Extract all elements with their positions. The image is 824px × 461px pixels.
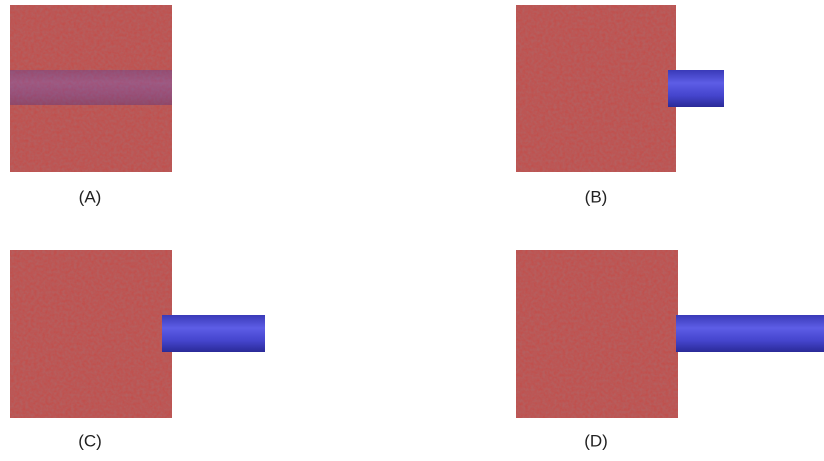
- slab: [516, 5, 676, 172]
- tube: [162, 315, 265, 352]
- slab: [516, 250, 678, 418]
- figure: (A) (B) (C) (D): [0, 0, 824, 461]
- panel-label: (B): [585, 187, 608, 206]
- tube: [676, 315, 824, 352]
- slab: [10, 250, 172, 418]
- panel-b: (B): [516, 5, 724, 206]
- panel-c: (C): [10, 250, 265, 450]
- panel-a: (A): [10, 5, 172, 206]
- panel-label: (C): [78, 431, 102, 450]
- slab-overlay: [10, 70, 172, 105]
- panel-label: (D): [584, 431, 608, 450]
- tube: [668, 70, 724, 107]
- panel-d: (D): [516, 250, 824, 450]
- panel-label: (A): [79, 187, 102, 206]
